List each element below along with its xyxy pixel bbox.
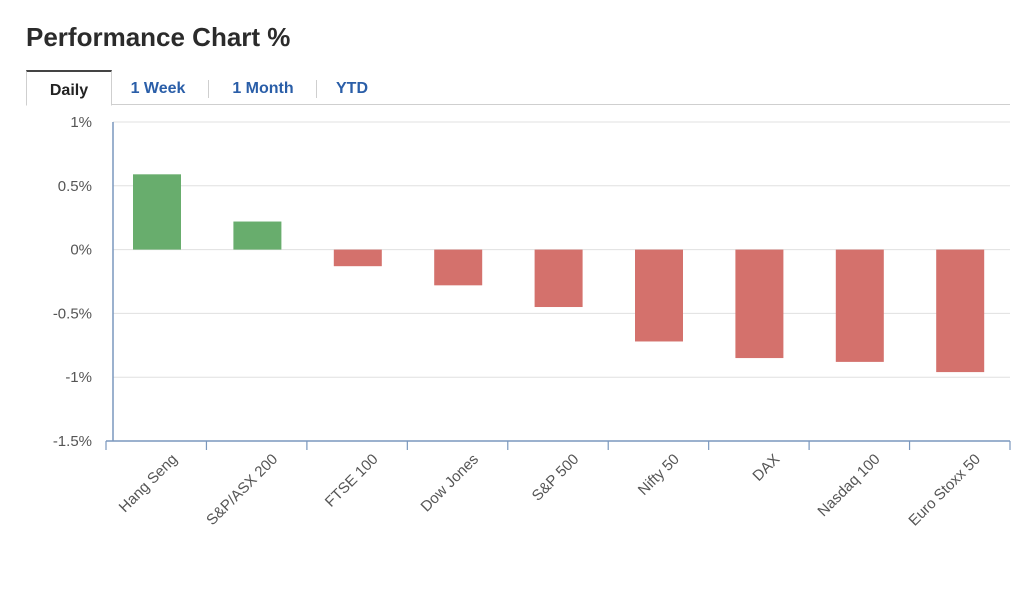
y-tick-label: -1.5% — [53, 433, 92, 450]
x-tick-label: Nasdaq 100 — [814, 451, 883, 520]
bar-dow-jones — [434, 249, 483, 286]
tab-1-month[interactable]: 1 Month — [232, 80, 294, 97]
bar-nasdaq-100 — [835, 249, 884, 362]
y-tick-label: -0.5% — [53, 305, 92, 322]
bar-s-p-asx-200 — [233, 221, 282, 250]
x-tick-label: Hang Seng — [116, 451, 181, 516]
bar-euro-stoxx-50 — [936, 249, 985, 373]
bar-s-p-500 — [534, 249, 583, 308]
x-tick-label: Nifty 50 — [635, 451, 683, 499]
tab-daily[interactable]: Daily — [26, 70, 112, 106]
bar-dax — [735, 249, 784, 359]
y-tick-label: 1% — [70, 114, 92, 131]
x-tick-label: FTSE 100 — [322, 451, 382, 511]
x-tick-label: Dow Jones — [418, 451, 482, 515]
bar-ftse-100 — [333, 249, 382, 267]
tab-1-week[interactable]: 1 Week — [130, 80, 186, 97]
tab-separator — [316, 80, 317, 98]
bar-nifty-50 — [635, 249, 683, 342]
bar-hang-seng — [133, 174, 181, 250]
y-tick-label: 0% — [70, 242, 92, 259]
x-tick-label: DAX — [749, 451, 783, 485]
y-tick-label: 0.5% — [58, 178, 92, 195]
x-tick-label: S&P 500 — [529, 451, 583, 505]
x-tick-label: Euro Stoxx 50 — [905, 451, 984, 530]
period-tabs: Daily 1 Week 1 Month YTD — [26, 70, 1010, 106]
page-title: Performance Chart % — [26, 22, 291, 52]
tab-separator — [208, 80, 209, 98]
tab-ytd[interactable]: YTD — [336, 80, 368, 97]
y-tick-label: -1% — [65, 369, 92, 386]
x-tick-label: S&P/ASX 200 — [203, 451, 281, 529]
